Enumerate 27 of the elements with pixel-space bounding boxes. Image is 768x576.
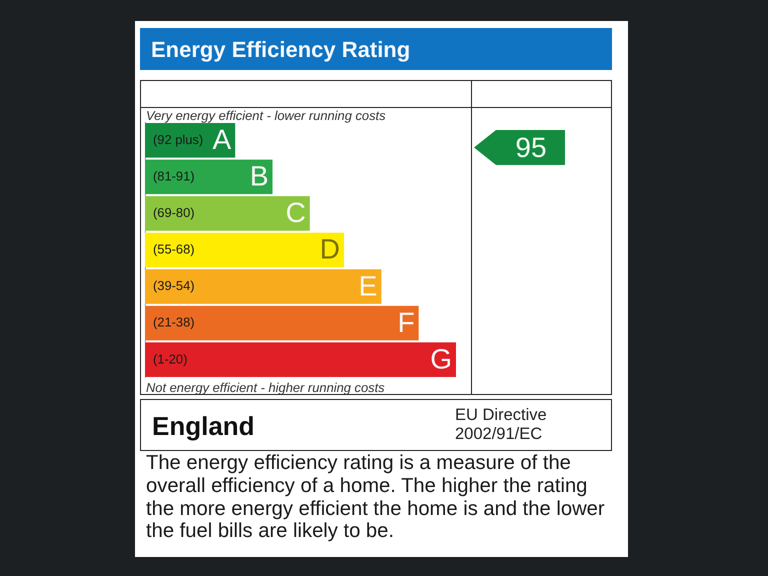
bar — [145, 342, 456, 377]
annotation: (92 plus) — [153, 132, 204, 147]
annotation: (81-91) — [153, 168, 195, 184]
annotation: (39-54) — [153, 278, 195, 294]
text: 95 — [514, 132, 548, 162]
bar — [145, 269, 382, 304]
y-tick-label: C — [286, 197, 306, 228]
y-tick-label: E — [358, 270, 378, 302]
bar — [145, 306, 419, 340]
text: EU Directive 2002/91/EC — [455, 406, 548, 444]
text: England — [152, 411, 255, 441]
chart-title: Energy Efficiency Rating — [151, 36, 410, 62]
y-tick-label: F — [398, 306, 415, 338]
annotation: (1-20) — [153, 351, 188, 366]
y-tick-label: G — [430, 343, 452, 374]
annotation: (55-68) — [153, 242, 195, 257]
y-tick-label: A — [212, 124, 232, 156]
annotation: (69-80) — [153, 204, 195, 220]
text: The energy efficiency rating is a measure of the overall efficiency of a home. The higher the rating the more energy efficient the home is and the lower the fuel bills are likely to be. — [146, 452, 606, 544]
text: Not energy efficient - higher running costs — [146, 380, 385, 395]
bar — [145, 232, 344, 268]
y-tick-label: B — [250, 160, 269, 192]
y-tick-label: D — [320, 234, 340, 265]
bar — [145, 160, 273, 194]
annotation: (21-38) — [153, 314, 195, 330]
annotation: Very energy efficient - lower running costs — [146, 108, 386, 123]
bar — [145, 196, 310, 231]
